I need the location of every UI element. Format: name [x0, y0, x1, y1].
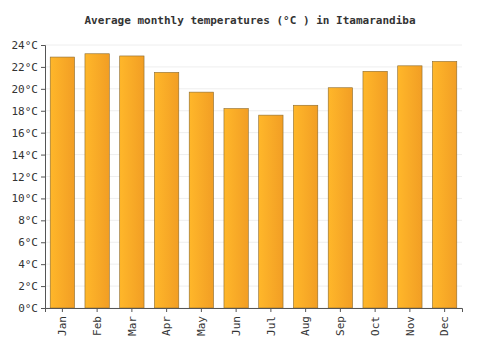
grid — [45, 45, 462, 308]
y-tick-label: 24°C — [12, 39, 39, 52]
y-tick-mark — [41, 308, 45, 309]
y-tick-label: 10°C — [12, 192, 39, 205]
bar — [432, 61, 456, 308]
y-tick-label: 22°C — [12, 61, 39, 74]
grid-line — [45, 45, 462, 46]
y-axis: 0°C 2°C 4°C 6°C 8°C 10°C 12°C 14°C 16°C 18°C 20°C 2… — [12, 39, 46, 315]
x-tick: Aug — [299, 308, 312, 336]
y-tick: 10°C — [12, 192, 46, 205]
x-tick-label: Sep — [334, 316, 347, 336]
x-tick-label: Dec — [438, 316, 451, 336]
x-tick-mark — [201, 308, 202, 312]
y-tick-label: 0°C — [18, 302, 38, 315]
bar — [293, 105, 317, 308]
y-tick-mark — [41, 111, 45, 112]
x-tick-mark — [62, 308, 63, 312]
x-tick: Oct — [369, 308, 382, 336]
y-tick-mark — [41, 242, 45, 243]
x-tick-mark — [97, 308, 98, 312]
bar — [259, 115, 283, 308]
y-tick-label: 12°C — [12, 171, 39, 184]
y-tick-label: 6°C — [18, 236, 38, 249]
y-tick: 22°C — [12, 61, 46, 74]
bar — [50, 57, 74, 308]
bar — [120, 56, 144, 308]
y-tick: 8°C — [18, 214, 45, 227]
bars — [50, 54, 457, 308]
x-tick-mark — [305, 308, 306, 312]
bar — [363, 71, 387, 308]
y-tick: 0°C — [18, 302, 45, 315]
y-tick-label: 18°C — [12, 105, 39, 118]
x-tick-label: May — [195, 316, 208, 336]
x-tick-mark — [166, 308, 167, 312]
y-tick-label: 20°C — [12, 83, 39, 96]
x-tick-label: Jan — [56, 316, 69, 336]
x-tick: Sep — [334, 308, 347, 336]
x-tick-label: Oct — [369, 316, 382, 336]
x-tick: Jan — [56, 308, 69, 336]
y-tick-mark — [41, 198, 45, 199]
bar — [328, 88, 352, 308]
x-tick-mark — [131, 308, 132, 312]
y-tick-label: 4°C — [18, 258, 38, 271]
y-axis-line — [41, 46, 46, 309]
x-tick-label: Apr — [160, 316, 173, 336]
y-tick: 18°C — [12, 105, 46, 118]
x-tick-label: Jul — [265, 316, 278, 336]
y-tick: 2°C — [18, 280, 45, 293]
x-tick-mark — [340, 308, 341, 312]
x-tick: Mar — [126, 308, 139, 336]
y-tick: 6°C — [18, 236, 45, 249]
x-tick-mark — [236, 308, 237, 312]
y-tick: 20°C — [12, 83, 46, 96]
y-tick-mark — [41, 45, 45, 46]
y-tick: 12°C — [12, 171, 46, 184]
y-tick-mark — [41, 89, 45, 90]
x-tick-label: Nov — [404, 316, 417, 336]
title: Average monthly temperatures (°C ) in It… — [84, 14, 415, 27]
bar — [224, 109, 248, 308]
x-tick: Nov — [404, 308, 417, 336]
y-tick-mark — [41, 286, 45, 287]
y-tick-mark — [41, 220, 45, 221]
x-axis: Jan Feb Mar Apr May Jun Jul Aug Sep Oct Nov Dec — [46, 308, 463, 336]
x-tick-mark — [270, 308, 271, 312]
y-tick: 4°C — [18, 258, 45, 271]
y-tick-label: 14°C — [12, 149, 39, 162]
bar — [154, 72, 178, 308]
x-tick: Feb — [91, 308, 104, 336]
y-tick-mark — [41, 155, 45, 156]
x-tick-label: Aug — [299, 316, 312, 336]
y-tick-mark — [41, 67, 45, 68]
bar — [85, 54, 109, 308]
x-tick-mark — [444, 308, 445, 312]
x-tick-label: Jun — [230, 316, 243, 336]
y-tick-label: 16°C — [12, 127, 39, 140]
y-tick-label: 8°C — [18, 214, 38, 227]
x-tick-label: Mar — [126, 316, 139, 336]
y-tick: 14°C — [12, 149, 46, 162]
x-tick-mark — [409, 308, 410, 312]
y-tick-mark — [41, 264, 45, 265]
y-tick-mark — [41, 133, 45, 134]
x-tick: Jun — [230, 308, 243, 336]
x-tick-mark — [375, 308, 376, 312]
y-tick-mark — [41, 177, 45, 178]
x-tick: Jul — [265, 308, 278, 336]
chart: Average monthly temperatures (°C ) in It… — [0, 0, 500, 350]
x-axis-line — [46, 309, 463, 313]
x-tick: Dec — [438, 308, 451, 336]
x-tick: Apr — [160, 308, 173, 336]
y-tick: 24°C — [12, 39, 46, 52]
plot: 0°C 2°C 4°C 6°C 8°C 10°C 12°C 14°C 16°C 18°C 20°C 2… — [12, 39, 463, 336]
x-tick: May — [195, 308, 208, 336]
y-tick: 16°C — [12, 127, 46, 140]
bar — [189, 92, 213, 308]
bar — [398, 66, 422, 308]
x-tick-label: Feb — [91, 316, 104, 336]
y-tick-label: 2°C — [18, 280, 38, 293]
